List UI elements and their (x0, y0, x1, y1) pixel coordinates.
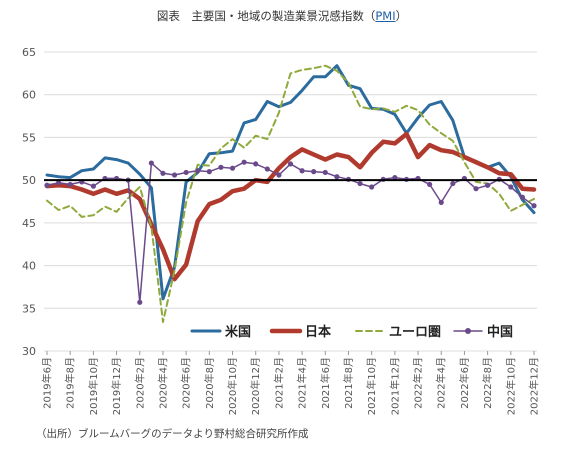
china-point (148, 160, 154, 166)
x-tick-label: 2021年4月 (296, 357, 309, 409)
y-tick-label: 35 (22, 302, 36, 315)
china-point (90, 183, 96, 189)
x-tick-label: 2020年6月 (180, 357, 193, 409)
legend-label-euro: ユーロ圏 (389, 325, 441, 340)
china-point (311, 169, 317, 175)
chart-title: 図表 主要国・地域の製造業景況感指数（PMI） (0, 8, 564, 24)
china-point (287, 161, 294, 167)
y-tick-label: 55 (22, 131, 36, 144)
china-point (241, 159, 247, 165)
x-axis-ticks: 2019年6月 2019年8月 2019年10月 2019年12月 2020年2月 202… (41, 351, 541, 415)
title-suffix: ） (395, 9, 408, 23)
china-point (299, 168, 305, 174)
y-axis-ticks: 30 35 40 45 50 55 60 65 (22, 46, 36, 358)
x-tick-label: 2022年2月 (412, 357, 425, 409)
series-line-china (46, 161, 535, 304)
x-tick-label: 2019年12月 (110, 357, 123, 415)
china-point (253, 161, 259, 167)
china-point (357, 180, 363, 187)
china-point (508, 184, 514, 190)
x-tick-label: 2022年4月 (435, 357, 448, 409)
china-point (334, 174, 340, 180)
china-point (160, 170, 166, 176)
x-tick-label: 2019年10月 (87, 357, 100, 415)
china-point (485, 182, 491, 188)
legend-label-us: 米国 (225, 324, 251, 340)
china-point (44, 182, 50, 188)
china-point (438, 199, 444, 205)
china-point (137, 299, 143, 305)
series-line-japan (44, 131, 537, 282)
china-point (229, 165, 236, 171)
x-tick-label: 2020年8月 (203, 357, 216, 409)
series-lines (44, 64, 537, 323)
x-tick-label: 2020年2月 (133, 357, 146, 409)
legend: 米国 日本 ユーロ圏 中国 (190, 324, 513, 340)
source-note: （出所）ブルームバーグのデータより野村総合研究所作成 (36, 428, 309, 440)
china-point (427, 181, 433, 188)
china-point (195, 168, 201, 174)
china-point (369, 184, 375, 190)
china-point (67, 181, 73, 188)
china-point (183, 169, 189, 176)
china-point (519, 194, 526, 200)
x-tick-label: 2022年6月 (458, 357, 471, 409)
x-tick-label: 2021年2月 (272, 357, 285, 409)
china-point (218, 164, 224, 170)
y-tick-label: 30 (22, 345, 36, 358)
china-point (264, 166, 270, 172)
x-tick-label: 2020年10月 (226, 357, 239, 415)
x-tick-label: 2020年4月 (156, 357, 169, 409)
y-tick-label: 45 (22, 217, 36, 230)
legend-label-japan: 日本 (305, 324, 331, 340)
china-point (473, 186, 479, 192)
china-point (322, 169, 328, 176)
china-point (276, 172, 282, 178)
x-tick-label: 2021年8月 (342, 357, 355, 409)
x-tick-label: 2022年12月 (528, 357, 541, 415)
china-point (392, 174, 398, 181)
legend-label-china: 中国 (487, 324, 513, 340)
china-point (55, 180, 62, 186)
legend-marker-china (465, 328, 471, 334)
x-tick-label: 2020年12月 (249, 357, 262, 415)
title-prefix: 図表 主要国・地域の製造業景況感指数（ (156, 9, 376, 23)
series-line-euro (46, 64, 535, 323)
y-tick-label: 65 (22, 46, 36, 59)
x-tick-label: 2019年8月 (64, 357, 77, 409)
x-tick-label: 2021年6月 (319, 357, 332, 409)
x-tick-label: 2019年6月 (41, 357, 54, 409)
y-tick-label: 60 (22, 89, 36, 102)
x-tick-label: 2021年10月 (365, 357, 378, 415)
y-tick-label: 50 (22, 174, 36, 187)
y-tick-label: 40 (22, 260, 36, 273)
china-point (171, 172, 178, 178)
x-tick-label: 2022年10月 (504, 357, 517, 415)
grid-lines (44, 51, 537, 352)
title-pmi-link[interactable]: PMI (375, 9, 396, 23)
china-point (206, 169, 212, 175)
x-tick-label: 2022年8月 (481, 357, 494, 409)
x-tick-label: 2021年12月 (388, 357, 401, 415)
series-line-us (45, 64, 536, 301)
china-point (531, 203, 537, 209)
china-point (450, 180, 456, 187)
